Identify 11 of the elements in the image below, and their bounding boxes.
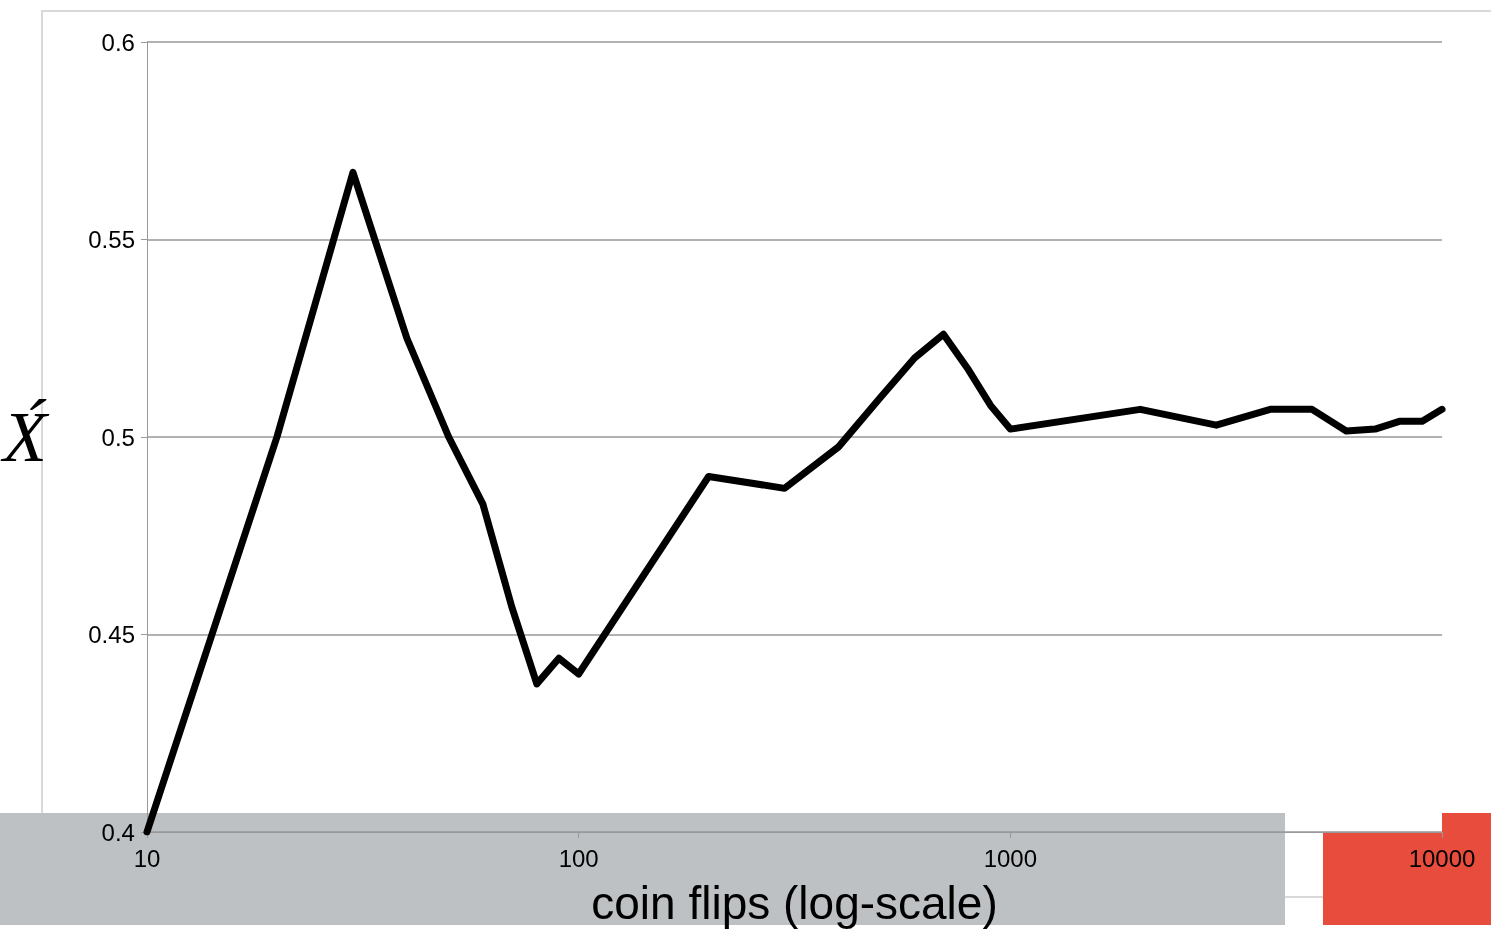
y-tick-label: 0.5 <box>101 423 135 451</box>
y-tick-label: 0.4 <box>101 818 135 846</box>
y-tick-label: 0.55 <box>88 226 135 253</box>
y-tick-label: 0.45 <box>88 621 135 648</box>
x-axis-title: coin flips (log-scale) <box>591 877 998 929</box>
x-tick-label: 10 <box>133 844 161 872</box>
x-tick-label: 1000 <box>983 844 1038 872</box>
x-tick-label: 100 <box>558 844 599 872</box>
x-tick-label: 10000 <box>1408 844 1476 872</box>
y-tick-label: 0.6 <box>101 28 135 56</box>
y-axis-title: X́ <box>0 397 50 477</box>
